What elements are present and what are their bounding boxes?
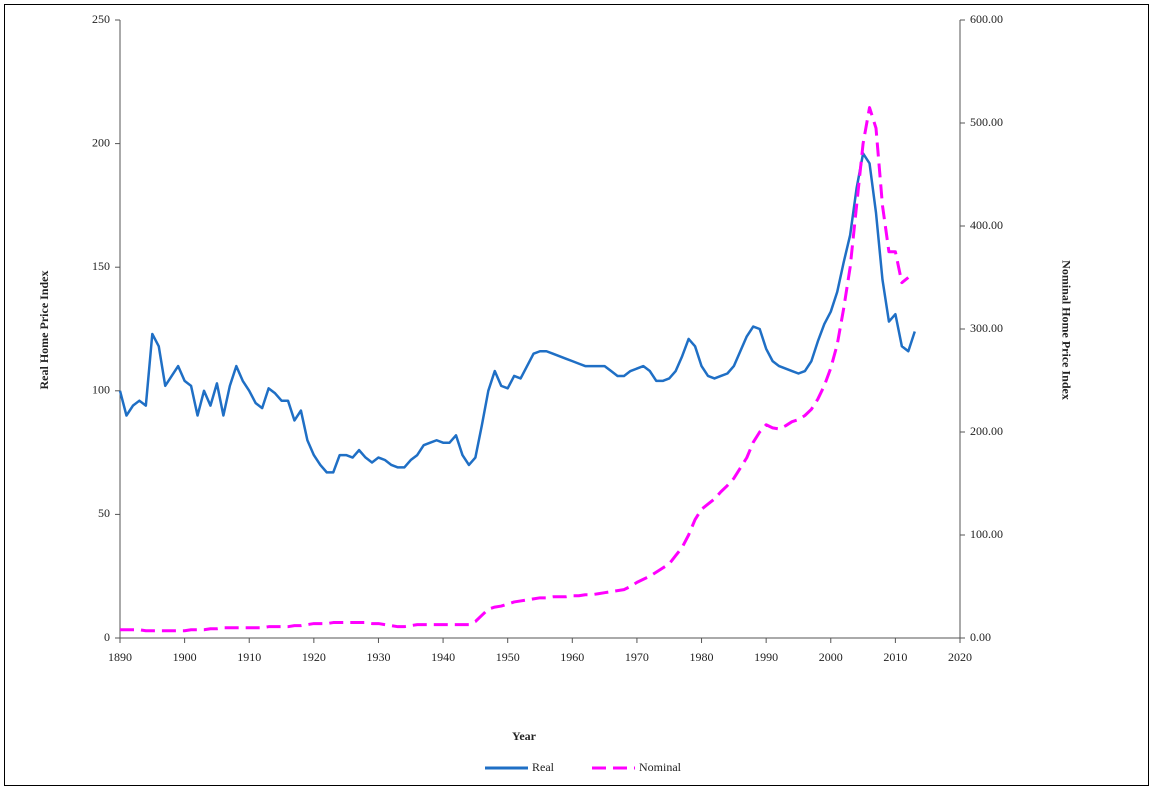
y-axis-label: Real Home Price Index xyxy=(37,271,51,390)
frame xyxy=(4,4,1149,786)
legend-label: Real xyxy=(532,760,555,774)
x-tick-label: 1990 xyxy=(754,650,778,664)
x-tick-label: 1960 xyxy=(560,650,584,664)
x-tick-label: 1920 xyxy=(302,650,326,664)
y-tick-label: 200 xyxy=(92,135,110,149)
x-tick-label: 2010 xyxy=(883,650,907,664)
x-tick-label: 1890 xyxy=(108,650,132,664)
x-axis-label: Year xyxy=(512,729,537,743)
x-tick-label: 1950 xyxy=(496,650,520,664)
y2-tick-label: 600.00 xyxy=(970,12,1003,26)
x-tick-label: 1900 xyxy=(173,650,197,664)
x-tick-label: 2000 xyxy=(819,650,843,664)
series-line xyxy=(120,106,910,633)
y-tick-label: 0 xyxy=(104,630,110,644)
x-tick-label: 1910 xyxy=(237,650,261,664)
x-tick-label: 1980 xyxy=(690,650,714,664)
x-tick-label: 2020 xyxy=(948,650,972,664)
x-tick-label: 1940 xyxy=(431,650,455,664)
x-tick-label: 1970 xyxy=(625,650,649,664)
y2-tick-label: 400.00 xyxy=(970,218,1003,232)
y-tick-label: 150 xyxy=(92,259,110,273)
y2-tick-label: 100.00 xyxy=(970,527,1003,541)
y-tick-label: 250 xyxy=(92,12,110,26)
series-line xyxy=(118,152,916,474)
y2-tick-label: 0.00 xyxy=(970,630,991,644)
y-tick-label: 100 xyxy=(92,383,110,397)
y2-tick-label: 200.00 xyxy=(970,424,1003,438)
y2-tick-label: 300.00 xyxy=(970,321,1003,335)
y2-axis-label: Nominal Home Price Index xyxy=(1059,260,1073,400)
y-tick-label: 50 xyxy=(98,506,110,520)
y2-tick-label: 500.00 xyxy=(970,115,1003,129)
legend-label: Nominal xyxy=(639,760,682,774)
x-tick-label: 1930 xyxy=(366,650,390,664)
